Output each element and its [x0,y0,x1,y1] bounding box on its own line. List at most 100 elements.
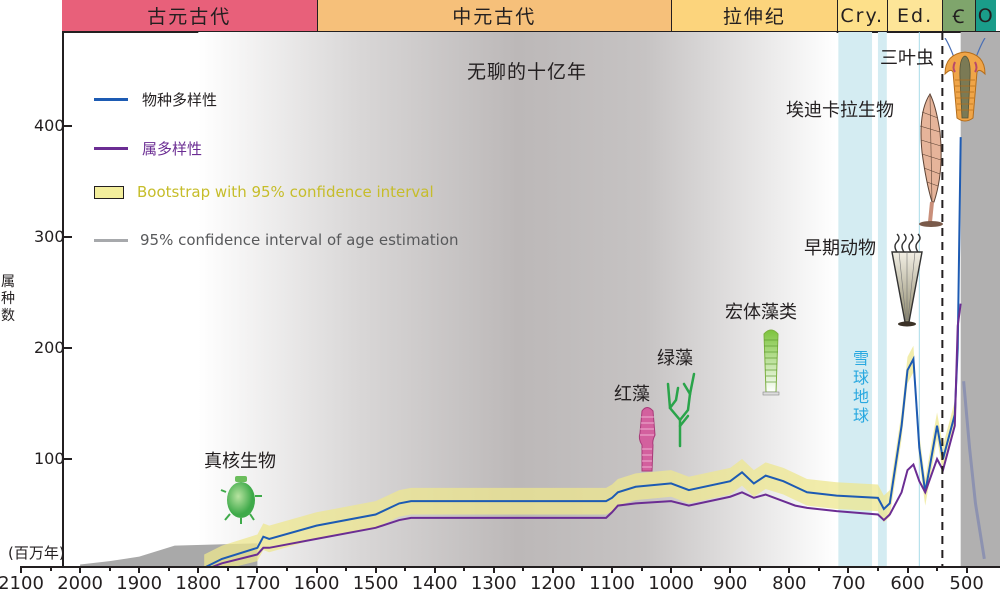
macro-algae-label: 宏体藻类 [725,302,797,323]
legend-swatch-line [94,98,128,101]
x-tick [847,567,850,573]
legend-label: 物种多样性 [142,91,218,109]
x-minor-tick [758,567,761,571]
era-6: O [975,0,997,31]
legend-label: 属多样性 [142,140,203,158]
x-minor-tick [345,567,348,571]
ediacaran-organism-icon [919,93,943,227]
legend-swatch-box [94,185,124,199]
boring-billion-title: 无聊的十亿年 [467,61,588,83]
green-algae-icon [666,372,696,448]
x-minor-tick [522,567,525,571]
ediacaran-label: 埃迪卡拉生物 [786,100,894,121]
x-tick-label: 900 [713,573,748,594]
y-tick-label: 200 [34,338,65,357]
x-minor-tick [226,567,229,571]
ordovician-series [962,381,986,560]
x-tick-label: 1000 [648,573,694,594]
y-axis-line [62,32,64,567]
y-tick-label: 300 [34,227,65,246]
era-4: Ed. [886,0,943,31]
x-minor-tick [463,567,466,571]
y-tick [62,458,72,460]
x-minor-tick [49,567,52,571]
era-2: 拉伸纪 [671,0,837,31]
x-tick-label: 1900 [116,573,163,594]
snowball-char: 地 [853,387,870,406]
green-algae-label: 绿藻 [657,348,693,369]
early-animals-label: 早期动物 [804,238,876,259]
red-algae-label: 红藻 [614,384,650,405]
series-line-1 [209,303,962,567]
x-minor-tick [404,567,407,571]
x-minor-tick [817,567,820,571]
x-tick-label: 1500 [352,573,399,594]
x-tick [788,567,791,573]
x-tick-label: 1800 [175,573,222,594]
y-tick [62,236,72,238]
x-tick-label: 1600 [293,573,340,594]
x-minor-tick [640,567,643,571]
era-label: 古元古代 [147,6,232,28]
x-minor-tick [167,567,170,571]
x-tick-label: 600 [890,573,925,594]
x-tick-label: 1700 [234,573,281,594]
era-timescale-bar: 古元古代 中元古代 拉伸纪 Cry. Ed. Ꞓ O [62,0,1000,33]
x-tick [729,567,732,573]
x-minor-tick [876,567,879,571]
y-label-char: 种 [1,291,15,307]
snowball-band [838,32,873,567]
x-tick-label: 2000 [57,573,103,594]
x-tick [197,567,200,573]
x-minor-tick [285,567,288,571]
y-axis-label: 属 种 数 [1,274,17,325]
era-label: Cry. [840,4,885,27]
legend-label: 95% confidence interval of age estimatio… [140,231,459,249]
x-tick [551,567,554,573]
x-tick [256,567,259,573]
eukaryote-label: 真核生物 [204,451,276,472]
era-0: 古元古代 [62,0,317,31]
x-minor-tick [108,567,111,571]
x-tick [611,567,613,573]
trilobite-label: 三叶虫 [880,48,934,69]
x-tick [374,567,377,573]
eukaryote-cell-icon [220,476,262,524]
trilobite-icon [944,38,986,122]
x-tick-label: 800 [772,573,807,594]
macro-algae-icon [762,329,780,396]
era-label: 中元古代 [452,6,537,28]
y-label-char: 属 [1,274,15,290]
era-label: Ꞓ [952,5,967,28]
bootstrap-ci-band [204,345,955,567]
era-label: O [977,4,995,27]
legend-item-bootstrap: Bootstrap with 95% confidence interval [94,183,434,201]
x-tick [965,567,968,573]
x-tick [79,567,82,573]
x-tick [20,567,22,573]
y-label-char: 数 [1,308,15,324]
legend-item-age-ci: 95% confidence interval of age estimatio… [94,231,459,249]
x-tick-label: 1100 [589,573,635,594]
x-tick-label: 1200 [529,573,576,594]
x-minor-tick [936,567,939,571]
legend-item-species: 物种多样性 [94,89,217,110]
x-tick [906,567,909,573]
snowball-char: 球 [853,368,870,387]
red-algae-icon [638,407,656,472]
x-tick-label: 1400 [411,573,458,594]
chart-svg [80,32,1000,567]
legend-label: Bootstrap with 95% confidence interval [137,183,434,201]
x-tick-label: 1300 [470,573,517,594]
era-3: Cry. [836,0,887,31]
y-tick-label: 400 [34,116,65,135]
y-tick [62,347,72,349]
x-tick [138,567,141,573]
snowball-earth-label: 雪 球 地 球 [853,349,869,425]
x-tick-label: 2100 [0,573,44,594]
x-tick [433,567,436,573]
era-label: 拉伸纪 [722,6,786,28]
era-1: 中元古代 [316,0,672,31]
x-minor-tick [699,567,702,571]
series-line-0 [203,137,962,567]
